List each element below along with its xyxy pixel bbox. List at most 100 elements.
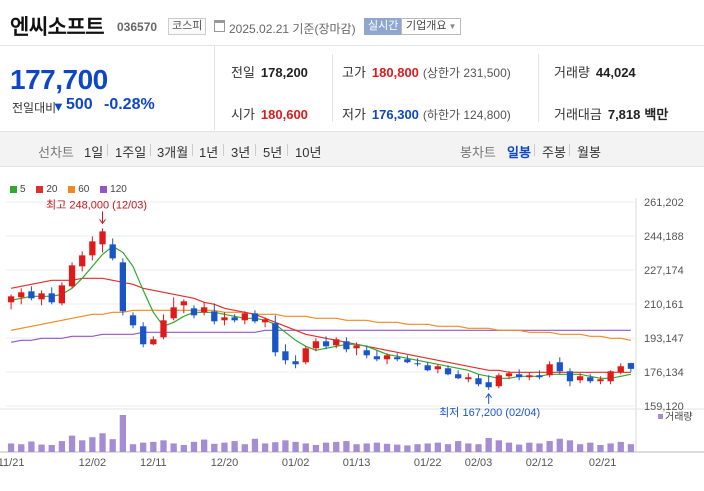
tab-1year[interactable]: 1년 [199,145,219,160]
candle-body [180,301,187,306]
candle [251,310,259,324]
candle-body [68,265,76,287]
candle-body [597,379,604,382]
volume-bar [68,435,76,452]
volume-bar [211,443,218,452]
down-arrow-icon: ▼ [52,99,65,114]
chart-annotations: 최고 248,000 (12/03) 최저 167,200 (02/04) [46,198,540,418]
volume-bar [28,441,35,452]
trade-value: 거래대금 7,818 백만 [554,104,668,123]
volume-bar [221,442,228,452]
x-tick-label: 01/02 [282,457,310,469]
volume-bar [79,440,86,452]
prev-close-label: 전일 [231,65,255,80]
legend-label: 5 [20,184,26,195]
divider [255,144,256,156]
volume-bar [150,441,157,452]
candle [495,373,502,389]
open-label: 시가 [231,107,255,122]
stock-header: 엔씨소프트 036570 코스피 2025.02.21 기준(장마감) 실시간 … [0,0,704,46]
divider [150,144,151,156]
tab-10year[interactable]: 10년 [295,145,322,160]
x-tick-label: 02/03 [465,457,493,469]
candle [18,288,25,305]
volume-bar [251,438,259,452]
chevron-down-icon: ▼ [448,22,457,31]
x-tick-label: 12/02 [79,457,107,469]
trade-value-label: 거래대금 [554,107,602,122]
candle [170,297,177,321]
candle-body [434,366,442,370]
volume-bar [576,444,584,452]
volume-bar [322,442,330,452]
volume-bars: 거래량 [7,411,693,452]
calendar-icon [214,20,225,32]
tab-3month[interactable]: 3개월 [157,145,189,160]
volume-bar [424,443,431,452]
tab-1week[interactable]: 1주일 [115,145,147,160]
candle [282,344,289,365]
y-tick-label: 193,147 [644,333,684,345]
volume-bar [536,443,543,452]
price-summary: 177,700 전일대비 ▼ 500 -0.28% [0,46,215,130]
high-value: 180,800 [371,65,419,80]
company-info-button[interactable]: 기업개요 ▼ [401,18,462,35]
volume-value: 44,024 [595,65,636,80]
candle-body [383,355,391,360]
divider [332,54,333,122]
high-arrow-head [99,219,106,225]
candle-body [312,341,320,349]
volume-bar [526,442,533,452]
realtime-button[interactable]: 실시간 [364,18,403,35]
price-chart[interactable]: 최고 248,000 (12/03) 최저 167,200 (02/04) 261… [0,193,704,491]
candle-body [38,293,45,300]
candle [190,305,198,319]
candle [200,302,208,316]
tab-weekly[interactable]: 주봉 [542,145,566,160]
candle-body [455,374,462,379]
volume-bar [597,444,604,452]
legend-label: 20 [46,184,58,195]
volume-bar [292,441,299,452]
candle [373,350,381,362]
volume-bar [7,443,15,452]
volume-bar [109,439,116,452]
candle [7,294,15,310]
candle [617,363,624,375]
volume-bar [180,444,187,452]
asof-date: 2025.02.21 기준(장마감) [229,22,356,36]
volume-bar [363,443,370,452]
x-tick-label: 02/12 [526,457,554,469]
tab-1day[interactable]: 1일 [84,145,104,160]
candle [312,338,320,352]
volume-bar [394,444,401,452]
candle [211,303,218,325]
tab-daily[interactable]: 일봉 [507,145,531,160]
x-axis: 11/21 12/02 12/11 12/20 01/02 01/13 01/22 02/03… [0,457,616,469]
candle [322,336,330,350]
candle-body [394,357,401,360]
tab-monthly[interactable]: 월봉 [577,145,601,160]
stock-name: 엔씨소프트 [10,16,105,39]
tab-3year[interactable]: 3년 [231,145,251,160]
candle [333,337,340,349]
candle-body [363,350,370,356]
candle-body [607,371,614,382]
candle-body [526,375,533,378]
volume-legend-swatch [658,414,663,419]
candle-body [292,361,299,365]
tab-5year[interactable]: 5년 [263,145,283,160]
volume-bar [99,433,106,452]
y-axis: 261,202 244,188 227,174 210,161 193,147 176,1… [644,197,684,413]
ma-line-20 [10,277,631,373]
candle [556,357,563,375]
candle-body [150,339,157,345]
volume-bar [18,444,25,452]
candle-body [353,345,360,349]
low-arrow-head [485,393,493,399]
low-label: 저가 [342,107,366,122]
volume-bar [129,444,137,452]
volume-bar [343,441,350,452]
candle [505,371,513,380]
volume-bar [475,444,482,452]
